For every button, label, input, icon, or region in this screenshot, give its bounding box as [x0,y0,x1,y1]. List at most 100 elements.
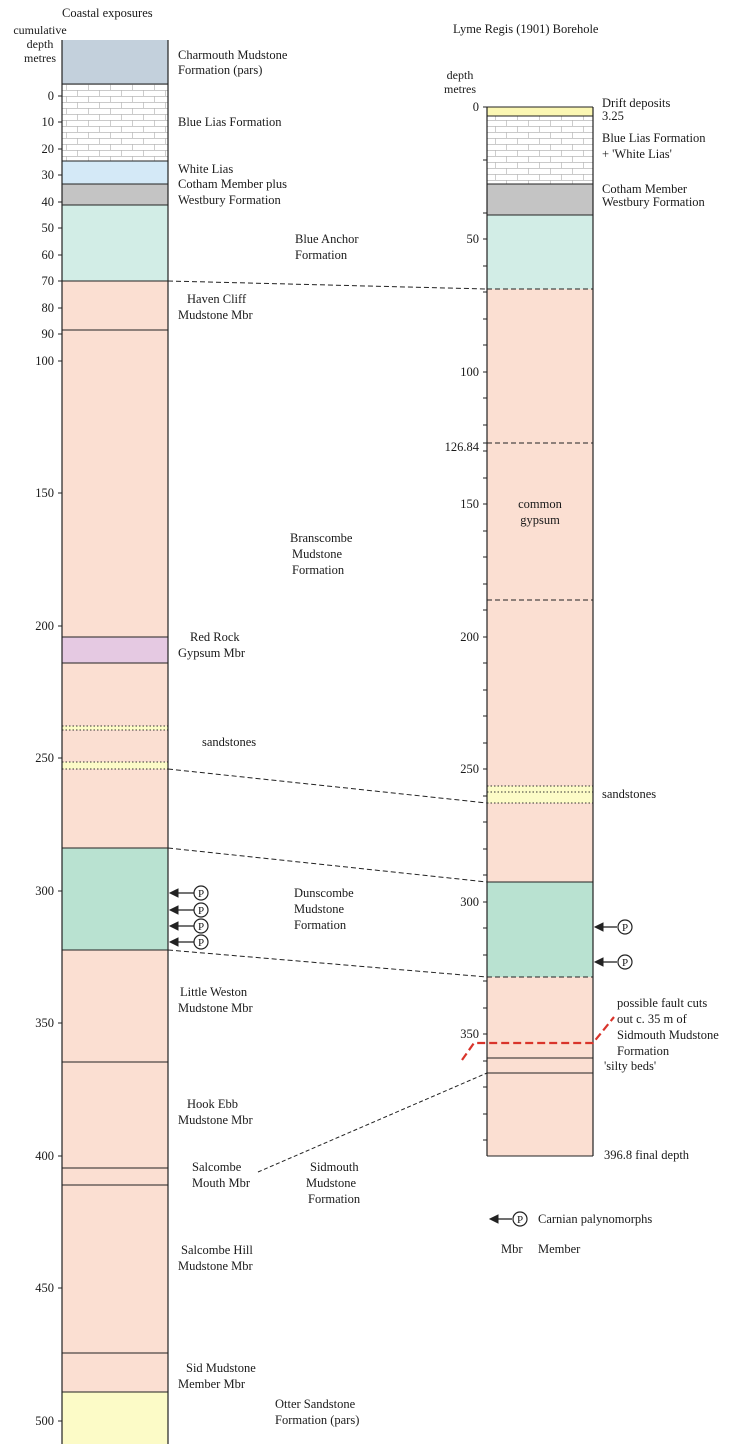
unit-label: Mudstone Mbr [178,1113,253,1127]
palynomorph-markers-right: P P [593,919,633,970]
right-tick-label: 0 [473,100,479,114]
unit-label: Gypsum Mbr [178,646,246,660]
unit-label: Branscombe [290,531,353,545]
left-axis-label-line-2: depth [27,37,54,51]
unit-label: Blue Lias Formation [602,131,706,145]
unit-label: Sidmouth Mudstone [617,1028,719,1042]
palynomorph-marker: P [593,954,633,970]
left-axis-label-line-1: cumulative [13,23,66,37]
correlation-line-dunscombe-top [167,847,488,883]
legend-symbol: Mbr [501,1242,523,1256]
right-tick-label: 50 [467,232,480,246]
palynomorph-symbol: P [198,888,204,900]
unit-label: Salcombe [192,1160,242,1174]
unit-label: gypsum [520,513,560,527]
left-tick-label: 90 [42,327,55,341]
left-axis [58,95,62,1422]
unit-label: Formation [292,563,345,577]
unit-label: Member Mbr [178,1377,246,1391]
right-tick-label: 350 [460,1027,479,1041]
left-tick-label: 60 [42,248,55,262]
unit-label: Blue Anchor [295,232,359,246]
unit-label: Formation (pars) [178,63,262,77]
palynomorph-symbol: P [198,937,204,949]
left-tick-label: 30 [42,168,55,182]
palynomorph-symbol: P [198,905,204,917]
right-column [486,106,594,1157]
unit-label: Mouth Mbr [192,1176,251,1190]
right-unit-labels: Drift deposits 3.25 Blue Lias Formation … [518,96,719,1162]
right-column-title: Lyme Regis (1901) Borehole [453,22,599,36]
left-tick-label: 400 [35,1149,54,1163]
unit-label: Mudstone Mbr [178,1001,253,1015]
right-tick-label: 126.84 [445,440,480,454]
unit-label: 396.8 final depth [604,1148,690,1162]
unit-label: Westbury Formation [178,193,282,207]
unit-label: Formation [308,1192,361,1206]
blue-lias-unit [62,84,168,161]
mercia-mudstone-unit-right [487,289,593,882]
left-tick-label: 0 [48,89,54,103]
correlation-line-salcombe-mouth [257,1072,488,1173]
left-tick-label: 80 [42,301,55,315]
right-tick-label: 200 [460,630,479,644]
unit-label: Mudstone [306,1176,356,1190]
right-tick-label: 100 [460,365,479,379]
unit-label: Blue Lias Formation [178,115,282,129]
possible-fault-line [461,1016,615,1061]
left-tick-label: 40 [42,195,55,209]
right-axis-label-line-1: depth [447,68,474,82]
unit-label: Salcombe Hill [181,1243,253,1257]
unit-label: 3.25 [602,109,624,123]
dunscombe-mudstone-unit [62,848,168,950]
dunscombe-unit-right [487,882,593,977]
sidmouth-mudstone-unit [62,950,168,1392]
unit-label: out c. 35 m of [617,1012,688,1026]
left-tick-label: 200 [35,619,54,633]
cotham-westbury-unit-right [487,184,593,215]
correlation-lines [167,280,615,1173]
unit-label: Mudstone [292,547,342,561]
left-tick-label: 50 [42,221,55,235]
right-axis-label-line-2: metres [444,82,476,96]
unit-label: possible fault cuts [617,996,707,1010]
left-tick-label: 150 [35,486,54,500]
unit-label: Westbury Formation [602,195,706,209]
unit-label: Sidmouth [310,1160,359,1174]
left-tick-label: 10 [42,115,55,129]
palynomorph-marker: P [168,934,209,950]
legend-symbol: P [517,1214,523,1226]
charmouth-mudstone-unit [62,40,168,84]
left-axis-label-line-3: metres [24,51,56,65]
unit-label: Cotham Member plus [178,177,287,191]
unit-label: Otter Sandstone [275,1397,356,1411]
unit-label: Mudstone Mbr [178,308,253,322]
right-tick-label: 150 [460,497,479,511]
white-lias-unit [62,161,168,184]
left-tick-label: 70 [42,274,55,288]
palynomorph-marker: P [168,902,209,918]
cotham-westbury-unit [62,184,168,205]
unit-label: Mudstone [294,902,344,916]
unit-label: Formation (pars) [275,1413,359,1427]
left-tick-label: 350 [35,1016,54,1030]
blue-lias-white-lias-unit [487,116,593,184]
unit-label: common [518,497,562,511]
otter-sandstone-unit [62,1392,168,1444]
unit-label: Formation [617,1044,670,1058]
left-tick-label: 20 [42,142,55,156]
unit-label: 'silty beds' [604,1059,656,1073]
unit-label: sandstones [602,787,656,801]
sidmouth-unit-right [487,977,593,1156]
unit-label: Formation [295,248,348,262]
legend-label: Carnian palynomorphs [538,1212,652,1226]
unit-label: Sid Mudstone [186,1361,256,1375]
unit-label: + 'White Lias' [602,147,672,161]
left-unit-labels: Charmouth Mudstone Formation (pars) Blue… [178,48,361,1427]
palynomorph-symbol: P [622,922,628,934]
branscombe-lower-unit [62,663,168,884]
right-tick-label: 250 [460,762,479,776]
palynomorph-marker: P [168,918,209,934]
palynomorph-markers-left: P P P P [168,885,209,950]
